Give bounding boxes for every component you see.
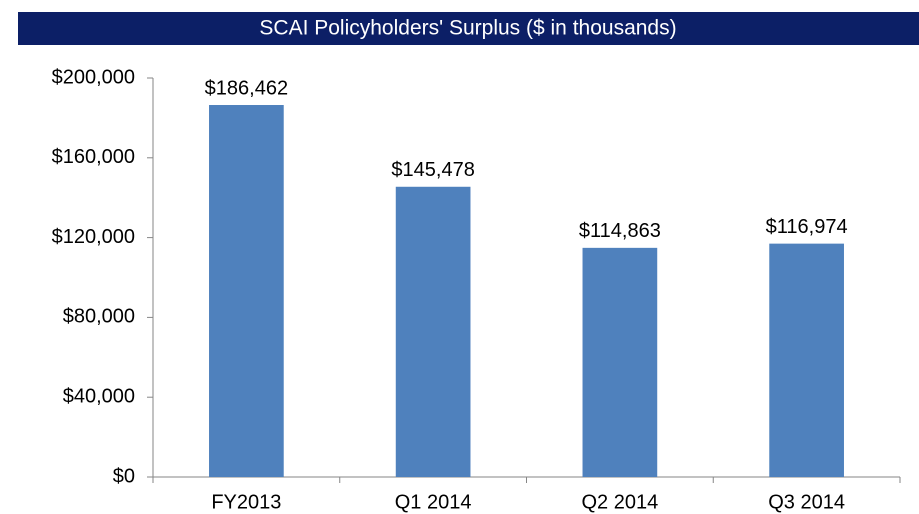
x-tick-label: Q3 2014 [768,491,845,513]
x-tick-label: Q2 2014 [582,491,659,513]
y-tick-label: $40,000 [63,385,135,407]
chart-title: SCAI Policyholders' Surplus ($ in thousa… [259,17,676,40]
data-label: $186,462 [205,77,288,99]
x-tick-label: FY2013 [211,491,281,513]
y-tick-label: $200,000 [52,66,135,88]
y-tick-label: $120,000 [52,226,135,248]
title-banner [18,12,919,45]
y-tick-label: $160,000 [52,146,135,168]
bar [395,186,471,477]
bar [769,243,844,477]
bar [209,105,284,478]
data-label: $116,974 [766,216,848,238]
y-tick-label: $0 [113,465,135,487]
y-tick-label: $80,000 [63,306,135,328]
data-label: $114,863 [579,220,661,242]
data-label: $145,478 [391,159,474,181]
x-tick-label: Q1 2014 [395,491,472,513]
bar [582,247,658,477]
